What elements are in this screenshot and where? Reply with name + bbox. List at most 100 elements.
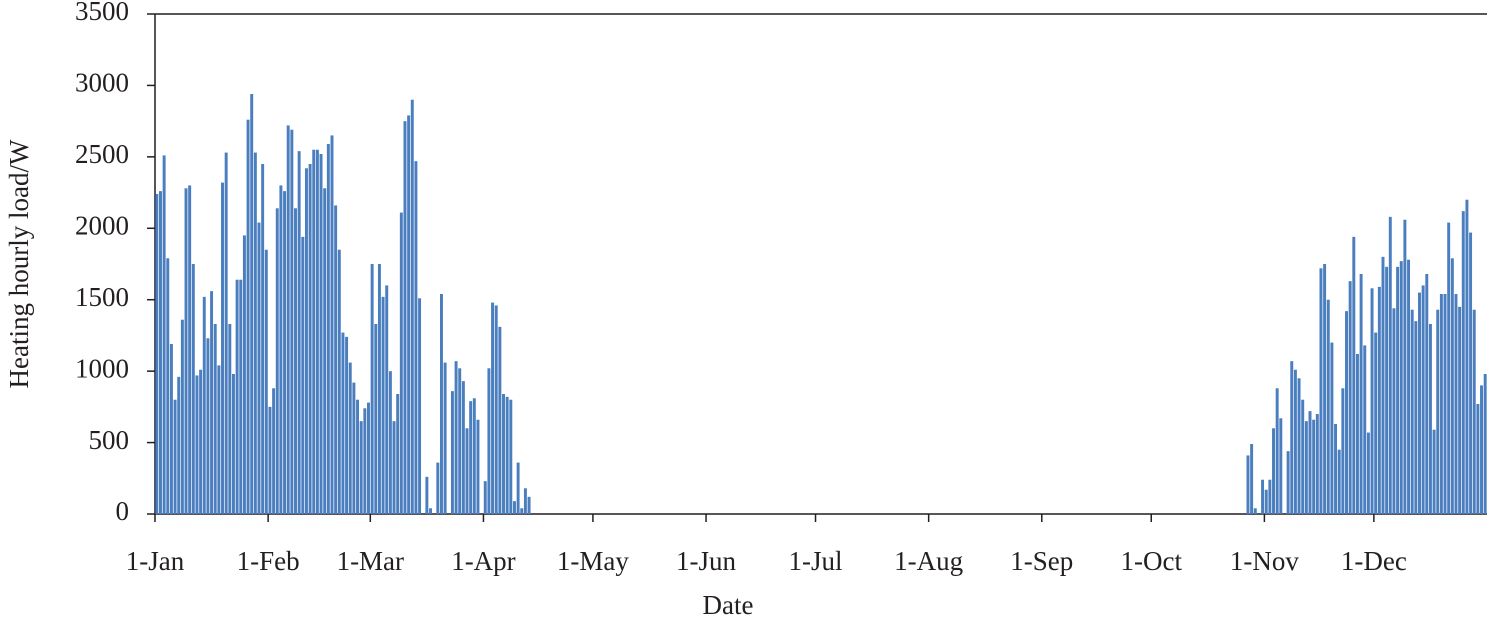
y-tick-label: 2500: [75, 139, 129, 169]
bar: [1428, 324, 1432, 514]
bar: [228, 324, 232, 514]
bar: [1418, 292, 1421, 514]
bar: [253, 152, 257, 515]
bar: [290, 129, 294, 514]
y-tick-label: 0: [116, 496, 130, 526]
bar: [319, 154, 323, 514]
bar: [476, 419, 480, 514]
bar: [352, 382, 356, 514]
bar: [1315, 414, 1319, 514]
bar: [1337, 449, 1341, 514]
bar: [1246, 455, 1250, 514]
bar: [334, 205, 338, 514]
bar: [1330, 342, 1334, 514]
bar: [1407, 259, 1411, 514]
bar: [1323, 264, 1327, 514]
bar: [180, 319, 184, 514]
bar: [509, 399, 513, 514]
bar: [1480, 385, 1484, 514]
bar: [348, 362, 352, 514]
bar: [1279, 418, 1283, 514]
bar: [527, 496, 531, 514]
bar: [407, 115, 411, 514]
bar: [1450, 258, 1454, 514]
bar: [235, 279, 239, 514]
bar: [308, 164, 312, 514]
bar: [1381, 256, 1385, 514]
bar: [297, 151, 301, 514]
bar: [1399, 261, 1403, 514]
bar: [326, 144, 330, 514]
bar: [356, 399, 360, 514]
bar: [505, 396, 509, 514]
bar: [494, 305, 498, 514]
bar: [359, 421, 363, 514]
y-tick-label: 2000: [75, 210, 129, 240]
bar: [403, 121, 407, 515]
bar: [195, 375, 199, 514]
bar: [1253, 508, 1257, 514]
bar: [363, 408, 367, 514]
bar: [1264, 489, 1268, 514]
bar: [1355, 354, 1359, 514]
x-tick-label: 1-Aug: [894, 546, 963, 576]
x-tick-label: 1-Dec: [1341, 546, 1407, 576]
bar: [1403, 219, 1407, 514]
bar: [1377, 286, 1381, 514]
bar: [1326, 299, 1330, 514]
bar: [1341, 388, 1345, 514]
bar: [1261, 479, 1265, 514]
bar: [341, 332, 345, 514]
bar: [199, 369, 203, 514]
bar: [1425, 274, 1429, 514]
x-tick-label: 1-Jun: [676, 546, 736, 576]
bar: [206, 338, 210, 514]
bar: [1308, 411, 1312, 514]
bar: [502, 394, 505, 514]
bar: [1421, 285, 1425, 514]
y-tick-label: 3000: [75, 68, 129, 98]
bar: [443, 362, 447, 514]
bar: [1458, 306, 1462, 514]
bar: [1476, 404, 1480, 514]
bar: [1414, 321, 1418, 514]
bar: [250, 94, 254, 514]
bar: [1334, 424, 1338, 514]
bar: [1465, 199, 1469, 514]
bar: [450, 391, 454, 514]
bar: [272, 388, 276, 514]
bar: [169, 344, 173, 514]
bar: [184, 188, 188, 515]
bar: [1272, 428, 1275, 514]
bar: [414, 161, 418, 514]
bar: [1297, 378, 1301, 514]
bar: [472, 398, 476, 514]
bar: [268, 406, 272, 514]
x-tick-label: 1-Sep: [1010, 546, 1073, 576]
x-tick-label: 1-Feb: [237, 546, 300, 576]
bar: [381, 296, 385, 514]
bar: [1348, 281, 1352, 514]
bar: [1443, 294, 1447, 514]
bar: [1432, 429, 1436, 514]
bar: [166, 258, 170, 514]
bar: [465, 428, 469, 514]
bar: [385, 285, 389, 514]
x-tick-label: 1-Mar: [337, 546, 404, 576]
bar: [388, 371, 392, 514]
bar: [312, 149, 316, 514]
bar: [224, 152, 228, 515]
bar: [213, 324, 217, 514]
bar: [469, 401, 473, 514]
x-tick-label: 1-Nov: [1230, 546, 1299, 576]
bar: [523, 488, 527, 514]
bar: [1352, 236, 1356, 514]
bar: [516, 462, 520, 514]
x-axis-label: Date: [703, 590, 754, 620]
bar: [264, 249, 268, 514]
bar: [1439, 294, 1443, 514]
bar: [399, 212, 403, 515]
bar: [1363, 345, 1367, 514]
bar: [367, 402, 370, 514]
bar: [323, 188, 327, 515]
